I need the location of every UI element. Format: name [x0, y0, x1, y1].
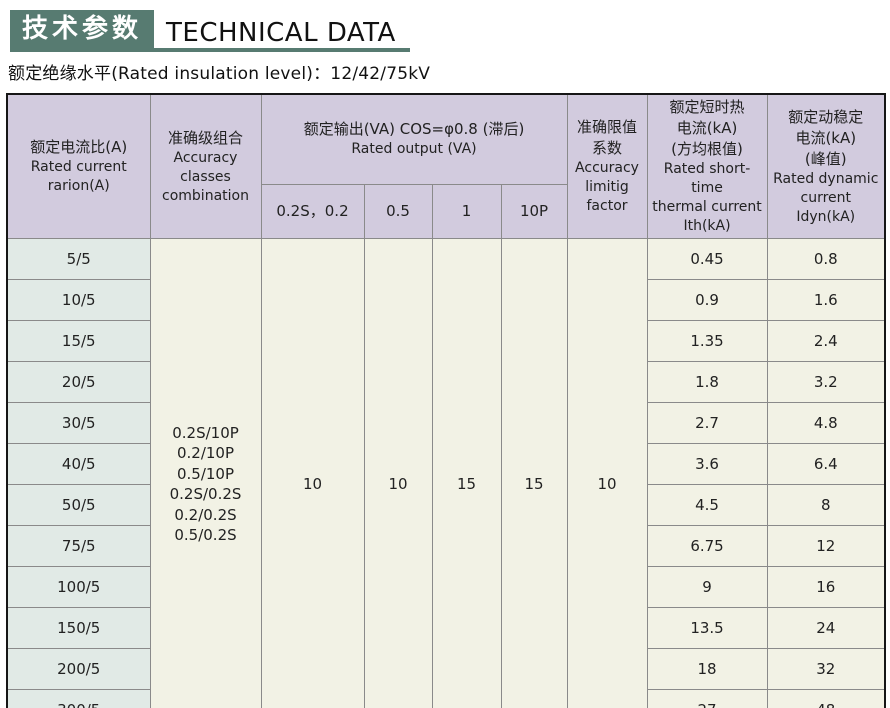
ith-cell: 1.8 — [646, 361, 768, 403]
idyn-cell: 2.4 — [766, 320, 886, 362]
ratio-cell: 10/5 — [6, 279, 151, 321]
ratio-cell: 20/5 — [6, 361, 151, 403]
table-row: 15/5 1.35 2.4 — [6, 320, 886, 362]
ratio-cell: 40/5 — [6, 443, 151, 485]
ith-cell: 13.5 — [646, 607, 768, 649]
col-header-rated-output: 额定输出(VA) COS=φ0.8 (滞后) Rated output (VA) — [260, 93, 568, 185]
col-header-rated-current-ratio: 额定电流比(A) Rated current rarion(A) — [6, 93, 151, 239]
ratio-cell: 300/5 — [6, 689, 151, 708]
ith-cell: 4.5 — [646, 484, 768, 526]
table-row: 40/5 3.6 6.4 — [6, 443, 886, 485]
col-header-dynamic-current: 额定动稳定 电流(kA) (峰值) Rated dynamic current … — [766, 93, 886, 239]
subcol-header-0.5: 0.5 — [363, 183, 433, 240]
table-row: 75/5 6.75 12 — [6, 525, 886, 567]
ratio-cell: 50/5 — [6, 484, 151, 526]
idyn-cell: 3.2 — [766, 361, 886, 403]
ith-cell: 2.7 — [646, 402, 768, 444]
table-row: 300/5 27 48 — [6, 689, 886, 708]
ratio-cell: 5/5 — [6, 238, 151, 280]
subcol-header-10p: 10P — [500, 183, 568, 240]
ith-cell: 18 — [646, 648, 768, 690]
ith-cell: 6.75 — [646, 525, 768, 567]
table-row: 150/5 13.5 24 — [6, 607, 886, 649]
table-row: 50/5 4.5 8 — [6, 484, 886, 526]
idyn-cell: 16 — [766, 566, 886, 608]
section-title-en: TECHNICAL DATA — [166, 18, 396, 48]
ratio-cell: 200/5 — [6, 648, 151, 690]
output-1-cell: 15 — [431, 238, 502, 708]
ratio-cell: 150/5 — [6, 607, 151, 649]
table-row: 100/5 9 16 — [6, 566, 886, 608]
col-header-accuracy-classes: 准确级组合 Accuracy classes combination — [149, 93, 262, 239]
ith-cell: 9 — [646, 566, 768, 608]
output-0.5-cell: 10 — [363, 238, 433, 708]
idyn-cell: 0.8 — [766, 238, 886, 280]
section-title-banner: 技术参数 TECHNICAL DATA — [10, 10, 410, 52]
idyn-cell: 32 — [766, 648, 886, 690]
technical-data-table: 额定电流比(A) Rated current rarion(A) 准确级组合 A… — [6, 93, 887, 708]
idyn-cell: 6.4 — [766, 443, 886, 485]
output-10p-cell: 15 — [500, 238, 568, 708]
table-row: 5/5 0.2S/10P 0.2/10P 0.5/10P 0.2S/0.2S 0… — [6, 238, 886, 708]
col-header-short-time-thermal-current: 额定短时热 电流(kA) (方均根值) Rated short-time the… — [646, 93, 768, 239]
col-header-accuracy-limit-factor: 准确限值 系数 Accuracy limitig factor — [566, 93, 648, 239]
ratio-cell: 30/5 — [6, 402, 151, 444]
section-title-cn: 技术参数 — [10, 10, 155, 48]
output-0.2s-0.2-cell: 10 — [260, 238, 365, 708]
idyn-cell: 48 — [766, 689, 886, 708]
idyn-cell: 1.6 — [766, 279, 886, 321]
ratio-cell: 75/5 — [6, 525, 151, 567]
ith-cell: 27 — [646, 689, 768, 708]
idyn-cell: 24 — [766, 607, 886, 649]
accuracy-limit-factor-cell: 10 — [566, 238, 648, 708]
idyn-cell: 12 — [766, 525, 886, 567]
ratio-cell: 100/5 — [6, 566, 151, 608]
idyn-cell: 4.8 — [766, 402, 886, 444]
ith-cell: 3.6 — [646, 443, 768, 485]
subcol-header-1: 1 — [431, 183, 502, 240]
table-row: 30/5 2.7 4.8 — [6, 402, 886, 444]
ith-cell: 0.9 — [646, 279, 768, 321]
ratio-cell: 15/5 — [6, 320, 151, 362]
table-row: 20/5 1.8 3.2 — [6, 361, 886, 403]
ith-cell: 0.45 — [646, 238, 768, 280]
subcol-header-0.2s-0.2: 0.2S，0.2 — [260, 183, 365, 240]
accuracy-classes-cell: 0.2S/10P 0.2/10P 0.5/10P 0.2S/0.2S 0.2/0… — [149, 238, 262, 708]
rated-insulation-level: 额定绝缘水平(Rated insulation level)：12/42/75k… — [8, 64, 431, 84]
table-row: 10/5 0.9 1.6 — [6, 279, 886, 321]
idyn-cell: 8 — [766, 484, 886, 526]
ith-cell: 1.35 — [646, 320, 768, 362]
